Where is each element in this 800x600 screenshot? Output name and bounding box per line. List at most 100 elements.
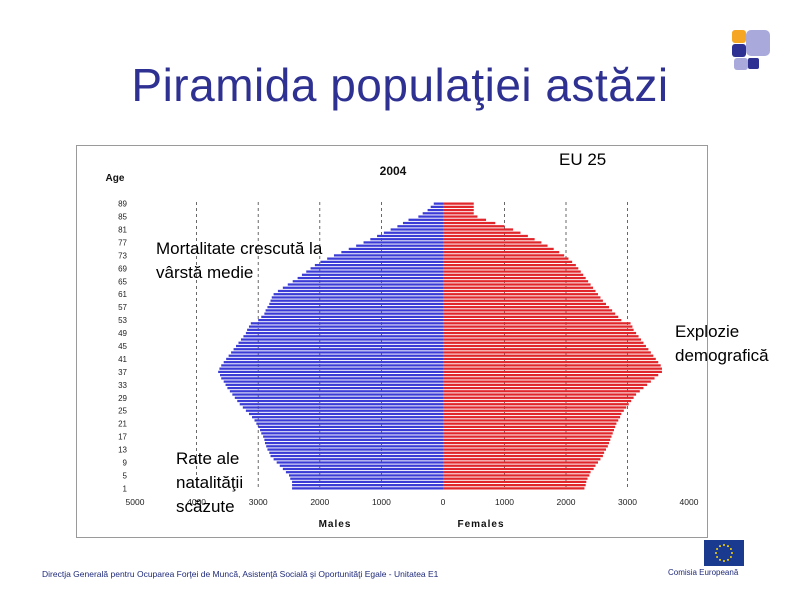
male-bar <box>228 354 443 357</box>
male-bar <box>263 435 443 438</box>
female-bar <box>443 361 659 364</box>
male-bar <box>370 238 443 241</box>
female-bar <box>443 273 584 276</box>
female-bar <box>443 208 474 212</box>
male-bar <box>260 429 443 432</box>
female-bar <box>443 238 535 241</box>
female-bar <box>443 377 655 380</box>
age-tick-label: 49 <box>118 329 127 338</box>
age-tick-label: 73 <box>118 251 127 260</box>
age-tick-label: 65 <box>118 277 127 286</box>
male-bar <box>279 464 443 467</box>
female-bar <box>443 228 514 231</box>
female-bar <box>443 241 542 244</box>
male-bar <box>223 361 443 364</box>
male-bar <box>273 293 443 296</box>
female-bar <box>443 257 569 260</box>
female-bar <box>443 212 474 215</box>
female-bar <box>443 344 646 348</box>
female-bar <box>443 474 590 477</box>
male-bar <box>261 315 443 319</box>
male-bar <box>227 386 443 390</box>
male-bar <box>383 231 443 234</box>
female-bar <box>443 335 639 338</box>
male-bar <box>243 335 443 338</box>
female-bar <box>443 325 633 328</box>
eu-star <box>731 552 733 554</box>
male-bar <box>270 299 443 302</box>
female-bar <box>443 293 598 296</box>
male-bar <box>232 393 443 396</box>
female-bar <box>443 351 651 354</box>
male-bar <box>290 477 443 480</box>
male-bar <box>402 221 443 225</box>
annotation-mortality: Mortalitate crescută la vârstă medie <box>156 239 323 282</box>
population-pyramid-chart: 8985817773696561575349454137332925211713… <box>106 164 699 530</box>
female-bar <box>443 422 617 425</box>
female-bar <box>443 276 586 280</box>
female-bar <box>443 419 619 422</box>
female-bar <box>443 348 649 351</box>
female-bar <box>443 302 606 306</box>
male-bar <box>310 267 443 270</box>
male-bar <box>341 251 443 254</box>
age-tick-label: 81 <box>118 226 127 235</box>
slide-title: Piramida populaţiei astăzi <box>131 59 669 111</box>
female-bar <box>443 458 601 461</box>
female-bar <box>443 244 548 247</box>
female-bar <box>443 218 487 221</box>
female-bar <box>443 270 581 273</box>
male-bar <box>269 451 443 454</box>
eu-star <box>723 560 725 562</box>
age-tick-label: 9 <box>123 458 128 467</box>
x-tick-label: 1000 <box>372 497 391 507</box>
female-bar <box>443 331 637 335</box>
age-tick-label: 29 <box>118 394 127 403</box>
female-bar <box>443 467 594 471</box>
x-axis-label-females: Females <box>457 519 504 530</box>
eu-star <box>719 545 721 548</box>
male-bar <box>252 416 443 419</box>
male-bar <box>266 445 443 448</box>
eu-star <box>716 548 719 550</box>
male-bar <box>297 276 443 280</box>
male-bar <box>377 234 443 238</box>
female-bar <box>443 471 591 474</box>
male-bar <box>245 409 443 412</box>
female-bar <box>443 341 644 344</box>
female-bar <box>443 280 589 283</box>
male-bar <box>292 484 443 487</box>
annotation-baby-boom: Explozie demografică <box>675 322 769 365</box>
female-bar <box>443 202 474 205</box>
female-bar <box>443 425 616 429</box>
female-bar <box>443 367 662 370</box>
male-bar <box>418 215 443 218</box>
male-bar <box>221 364 443 367</box>
male-bar <box>239 403 443 406</box>
male-bar <box>265 309 443 312</box>
x-axis-label-males: Males <box>319 519 352 530</box>
male-bar <box>238 341 443 344</box>
male-bar <box>269 302 443 306</box>
age-tick-label: 41 <box>118 355 127 364</box>
age-tick-label: 77 <box>118 238 127 247</box>
chart-subtitle: EU 25 <box>559 150 607 169</box>
female-bar <box>443 318 622 322</box>
eu-star <box>729 548 732 550</box>
male-bar <box>270 454 443 458</box>
male-bar <box>333 254 443 257</box>
male-bar <box>292 480 443 484</box>
male-bar <box>248 325 443 328</box>
male-bar <box>254 419 443 422</box>
age-tick-label: 5 <box>123 471 128 480</box>
x-tick-label: 1000 <box>495 497 514 507</box>
eu-star <box>729 556 732 558</box>
female-bar <box>443 393 637 396</box>
male-bar <box>408 218 443 221</box>
male-bar <box>301 273 443 276</box>
female-bar <box>443 373 659 377</box>
female-bar <box>443 251 560 254</box>
x-tick-label: 5000 <box>126 497 145 507</box>
female-bar <box>443 390 640 393</box>
male-bar <box>427 208 443 212</box>
